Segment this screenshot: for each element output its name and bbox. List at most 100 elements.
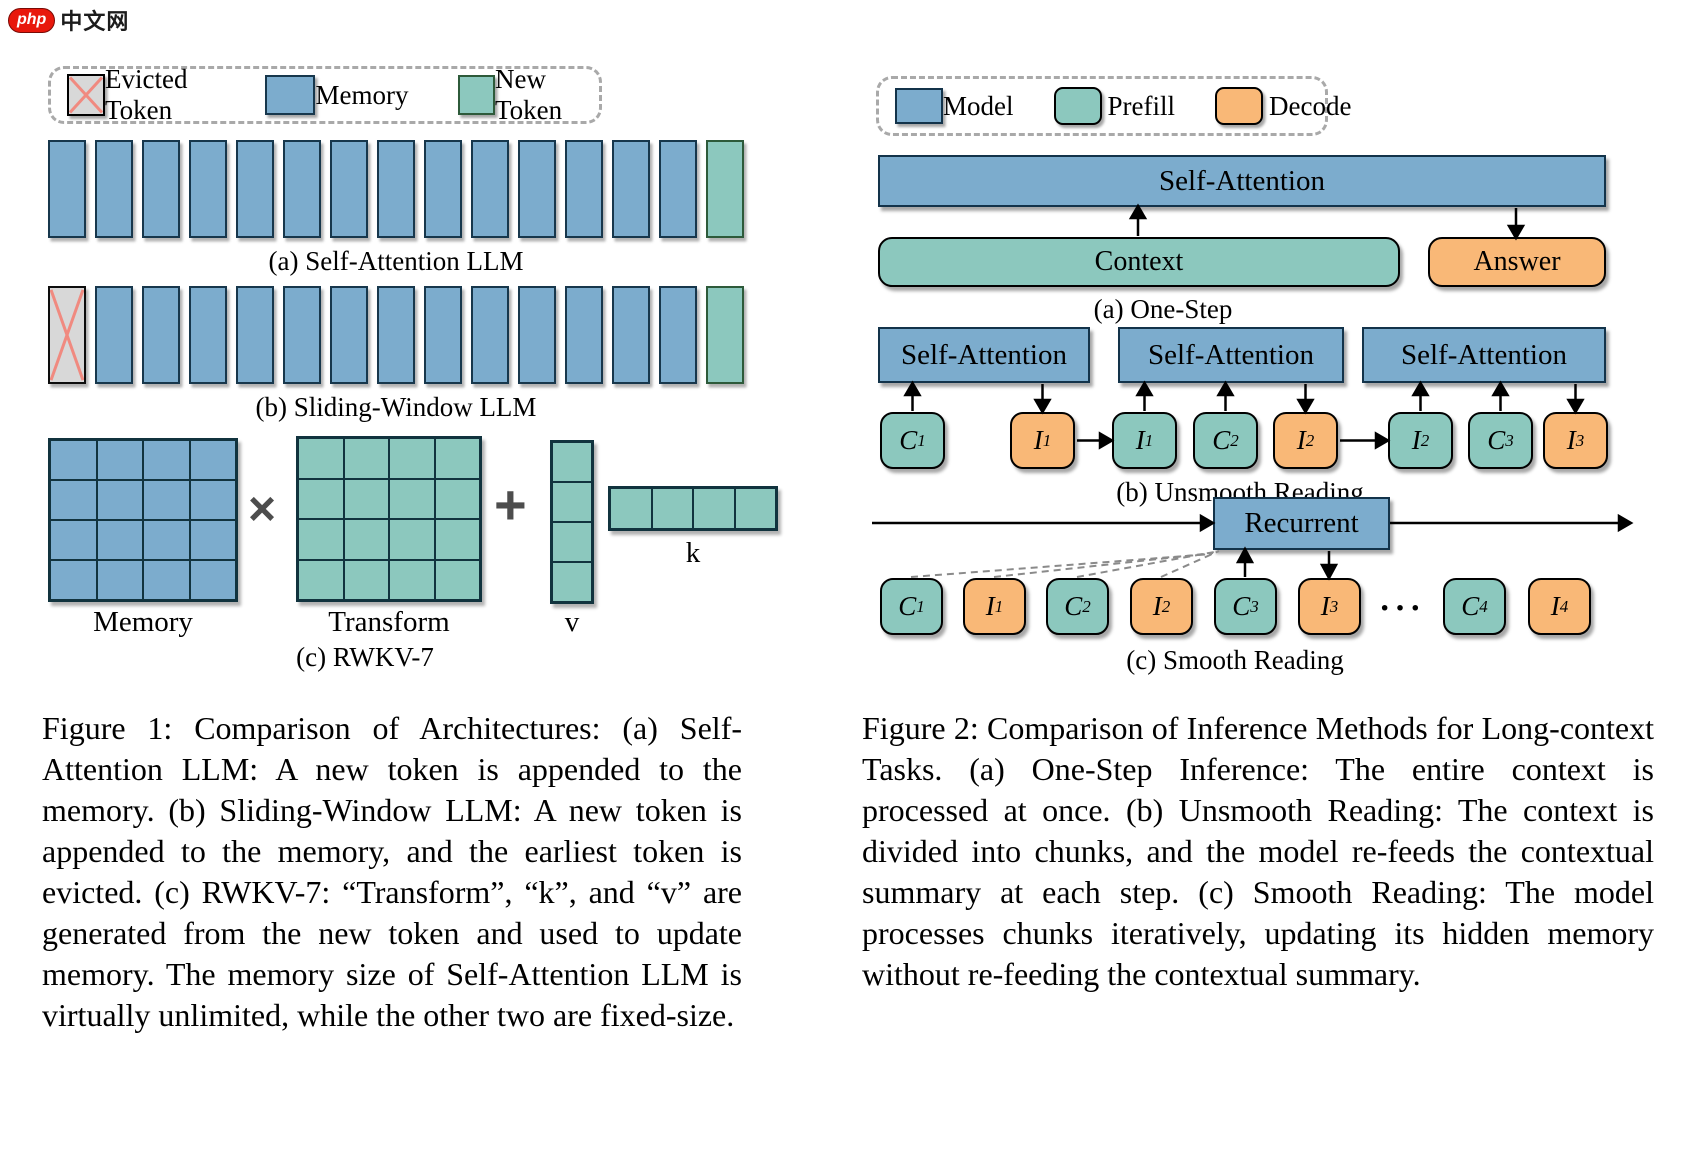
matrix-cell (552, 562, 592, 602)
matrix-cell (96, 480, 143, 520)
figure2-legend: Model Prefill Decode (876, 76, 1351, 136)
evicted-token (48, 286, 86, 384)
matrix-cell (434, 559, 480, 600)
matrix-cell (96, 440, 143, 480)
memory-token (142, 286, 180, 384)
memory-matrix (48, 438, 238, 602)
memory-token (95, 286, 133, 384)
chunk-base: I (985, 591, 995, 621)
chunk-sub: 1 (994, 596, 1004, 616)
matrix-cell (298, 438, 344, 479)
legend-item-model: Model (895, 88, 1014, 124)
memory-token (189, 286, 227, 384)
matrix-cell (389, 559, 435, 600)
chunk-sub: 3 (1329, 596, 1339, 616)
matrix-cell (552, 522, 592, 562)
matrix-cell (143, 560, 190, 600)
matrix-cell (189, 520, 236, 560)
memory-label: Memory (93, 606, 193, 638)
matrix-cell (552, 482, 592, 522)
matrix-cell (50, 520, 97, 560)
matrix-cell (734, 488, 776, 529)
one-step-self-attention-box: Self-Attention (878, 155, 1606, 207)
memory-token (565, 286, 603, 384)
chunk-sub: 2 (1305, 430, 1315, 450)
memory-token (330, 140, 368, 238)
smooth-caption: (c) Smooth Reading (1126, 645, 1344, 675)
matrix-cell (143, 440, 190, 480)
matrix-cell (96, 520, 143, 560)
memory-token (283, 286, 321, 384)
chunk-base: I (1033, 425, 1043, 455)
chunk-base: C (1461, 591, 1480, 621)
context-box: Context (878, 237, 1400, 287)
chunk-sub: 2 (1161, 596, 1171, 616)
matrix-cell (189, 440, 236, 480)
row-c-caption: (c) RWKV-7 (296, 642, 434, 672)
matrix-cell (434, 519, 480, 560)
matrix-cell (50, 480, 97, 520)
chunk-sub: 3 (1575, 430, 1585, 450)
php-cn-logo: php 中文网 (8, 4, 129, 36)
legend-label-evicted: Evicted Token (105, 64, 188, 125)
matrix-cell (389, 438, 435, 479)
matrix-cell (189, 560, 236, 600)
legend-item-evicted-token: Evicted Token (67, 64, 215, 126)
chunk-base: I (1296, 425, 1306, 455)
memory-token (659, 140, 697, 238)
memory-token (471, 140, 509, 238)
new-token (706, 140, 744, 238)
sliding-window-token-row (48, 286, 744, 384)
legend-item-decode: Decode (1215, 87, 1351, 125)
matrix-cell (552, 442, 592, 482)
memory-token (518, 286, 556, 384)
matrix-cell (343, 559, 389, 600)
matrix-cell (96, 560, 143, 600)
memory-token (236, 140, 274, 238)
chunk-sub: 3 (1505, 430, 1514, 450)
memory-token (612, 140, 650, 238)
row-a-caption: (a) Self-Attention LLM (268, 246, 524, 276)
legend-item-new-token: New Token (458, 64, 583, 126)
plus-operator: + (494, 473, 527, 536)
chunk-sub: 1 (1144, 430, 1154, 450)
chunk-sub: 4 (1479, 596, 1488, 616)
legend-label-model: Model (943, 90, 1014, 121)
v-label: v (564, 606, 580, 638)
memory-token (95, 140, 133, 238)
matrix-cell (143, 480, 190, 520)
legend-label-new: New Token (495, 64, 563, 125)
prefill-swatch (1053, 87, 1102, 125)
times-operator: × (248, 483, 277, 536)
chunk-base: I (1152, 591, 1162, 621)
chunk-base: C (1487, 425, 1506, 455)
memory-token (424, 140, 462, 238)
chunk-sub: 1 (917, 430, 926, 450)
unsmooth-self-attention-box-1: Self-Attention (878, 327, 1090, 383)
chunk-base: C (899, 425, 918, 455)
unsmooth-self-attention-box-3: Self-Attention (1362, 327, 1606, 383)
memory-token (612, 286, 650, 384)
matrix-cell (343, 438, 389, 479)
transform-label: Transform (328, 606, 450, 638)
v-vector (550, 440, 594, 604)
decode-swatch (1215, 87, 1263, 125)
chunk-base: I (1411, 425, 1421, 455)
ellipsis: ··· (1378, 590, 1426, 627)
chunk-sub: 4 (1559, 596, 1569, 616)
memory-token (377, 286, 415, 384)
k-label: k (685, 537, 701, 569)
chunk-base: I (1135, 425, 1145, 455)
